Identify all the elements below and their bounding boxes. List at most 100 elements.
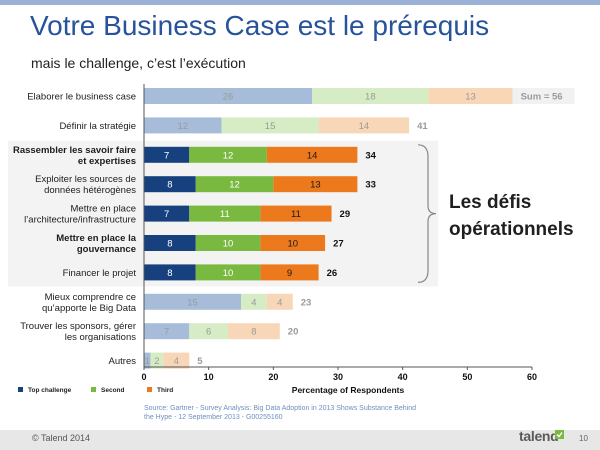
- bar-value-label: 14: [307, 150, 318, 161]
- bar-segment: [428, 88, 513, 104]
- bar-value-label: 6: [206, 327, 211, 338]
- x-tick-label: 20: [268, 372, 278, 382]
- bar-value-label: 26: [223, 92, 234, 103]
- footer-bar: [0, 430, 600, 450]
- category-label: gouvernance: [77, 244, 136, 255]
- bar-value-label: 8: [167, 180, 172, 191]
- copyright-text: © Talend 2014: [32, 433, 91, 443]
- bar-segment: [144, 323, 190, 340]
- bar-segment: [260, 235, 326, 251]
- bar-segment: [144, 264, 196, 281]
- category-label: l’architecture/infrastructure: [24, 215, 136, 226]
- bar-segment: [228, 323, 280, 340]
- legend-label: Third: [157, 387, 173, 394]
- x-tick-label: 60: [527, 372, 537, 382]
- slide-subtitle: mais le challenge, c’est l’exécution: [31, 55, 246, 71]
- slide-title: Votre Business Case est le prérequis: [30, 10, 490, 41]
- category-label: Rassembler les savoir faire: [13, 145, 136, 156]
- bar-segment: [266, 146, 358, 163]
- category-label: qu’apporte le Big Data: [42, 303, 137, 314]
- category-label: Autres: [109, 356, 137, 367]
- bar-total-label: 29: [340, 209, 351, 220]
- bar-segment: [144, 176, 196, 193]
- bar-segment: [144, 235, 196, 251]
- bar-segment: [260, 264, 319, 281]
- bar-value-label: 12: [223, 150, 234, 161]
- bar-total-label: 34: [365, 150, 376, 161]
- bar-value-label: 1: [145, 356, 150, 367]
- bar-value-label: 8: [167, 239, 172, 250]
- bar-value-label: 11: [291, 209, 301, 220]
- bar-total-label: 41: [417, 121, 428, 132]
- x-tick-label: 40: [398, 372, 408, 382]
- bar-value-label: 7: [164, 327, 169, 338]
- legend-swatch: [18, 387, 23, 392]
- bar-segment: [195, 235, 261, 251]
- source-note: Source: Gartner - Survey Analysis: Big D…: [144, 405, 416, 412]
- bar-value-label: 4: [251, 297, 256, 308]
- bar-value-label: 11: [220, 209, 230, 220]
- bar-value-label: 15: [265, 121, 276, 132]
- bar-segment: [144, 146, 190, 163]
- legend-swatch: [91, 387, 96, 392]
- category-label: et expertises: [78, 156, 136, 167]
- category-label: données hétérogènes: [44, 185, 136, 196]
- callout-line-2: opérationnels: [449, 219, 574, 240]
- callout-bracket: [417, 144, 437, 283]
- bar-segment: [241, 293, 267, 310]
- bar-value-label: 13: [465, 92, 476, 103]
- bar-value-label: 2: [154, 356, 159, 367]
- legend-label: Top challenge: [28, 387, 72, 394]
- bar-segment: [266, 293, 293, 310]
- bar-segment: [144, 88, 313, 104]
- bar-segment: [195, 176, 274, 193]
- bar-segment: [260, 205, 332, 222]
- category-label: Mettre en place la: [56, 233, 136, 244]
- bar-value-label: 12: [229, 180, 240, 191]
- bar-value-label: 10: [223, 268, 234, 279]
- bar-value-label: 18: [365, 92, 376, 103]
- category-label: Définir la stratégie: [59, 121, 136, 132]
- bar-value-label: 8: [251, 327, 256, 338]
- category-label: Trouver les sponsors, gérer: [20, 321, 136, 332]
- bar-value-label: 15: [187, 297, 198, 308]
- bar-total-label: 23: [301, 297, 312, 308]
- category-label: les organisations: [65, 332, 137, 343]
- top-accent-bar: [0, 0, 600, 5]
- bar-value-label: 14: [359, 121, 370, 132]
- bar-value-label: 4: [277, 297, 282, 308]
- bar-total-label: 5: [197, 356, 203, 367]
- bar-total-label: 33: [365, 180, 376, 191]
- bar-value-label: 10: [223, 239, 234, 250]
- bar-segment: [144, 352, 151, 369]
- category-label: Financer le projet: [63, 268, 137, 279]
- x-axis-title: Percentage of Respondents: [292, 385, 405, 395]
- bar-segment: [273, 176, 358, 193]
- x-tick-label: 50: [462, 372, 472, 382]
- bar-segment: [144, 117, 222, 134]
- category-label: Exploiter les sources de: [35, 174, 136, 185]
- bar-segment: [150, 352, 164, 369]
- source-note: the Hype - 12 September 2013 - G00255160: [144, 414, 283, 421]
- bar-total-label: 20: [288, 327, 299, 338]
- page-number: 10: [579, 434, 588, 443]
- bar-segment: [312, 88, 429, 104]
- bar-segment: [318, 117, 410, 134]
- callout-label: Les défis opérationnels: [449, 189, 574, 243]
- bar-total-label: 26: [327, 268, 338, 279]
- bar-segment: [163, 352, 190, 369]
- bar-value-label: 10: [287, 239, 298, 250]
- bar-value-label: 7: [164, 209, 169, 220]
- bar-value-label: 13: [310, 180, 321, 191]
- category-label: Mieux comprendre ce: [45, 292, 136, 303]
- stacked-bar-chart: Elaborer le business case 26 18 13 Sum = 56D…: [8, 84, 575, 421]
- bar-value-label: 4: [174, 356, 179, 367]
- bar-segment: [189, 323, 229, 340]
- legend-swatch: [147, 387, 152, 392]
- talend-logo: talend: [519, 428, 559, 444]
- bar-segment: [189, 205, 261, 222]
- bar-segment: [195, 264, 261, 281]
- bar-value-label: 7: [164, 150, 169, 161]
- bar-value-label: 9: [287, 268, 292, 279]
- bar-total-label: 27: [333, 239, 344, 250]
